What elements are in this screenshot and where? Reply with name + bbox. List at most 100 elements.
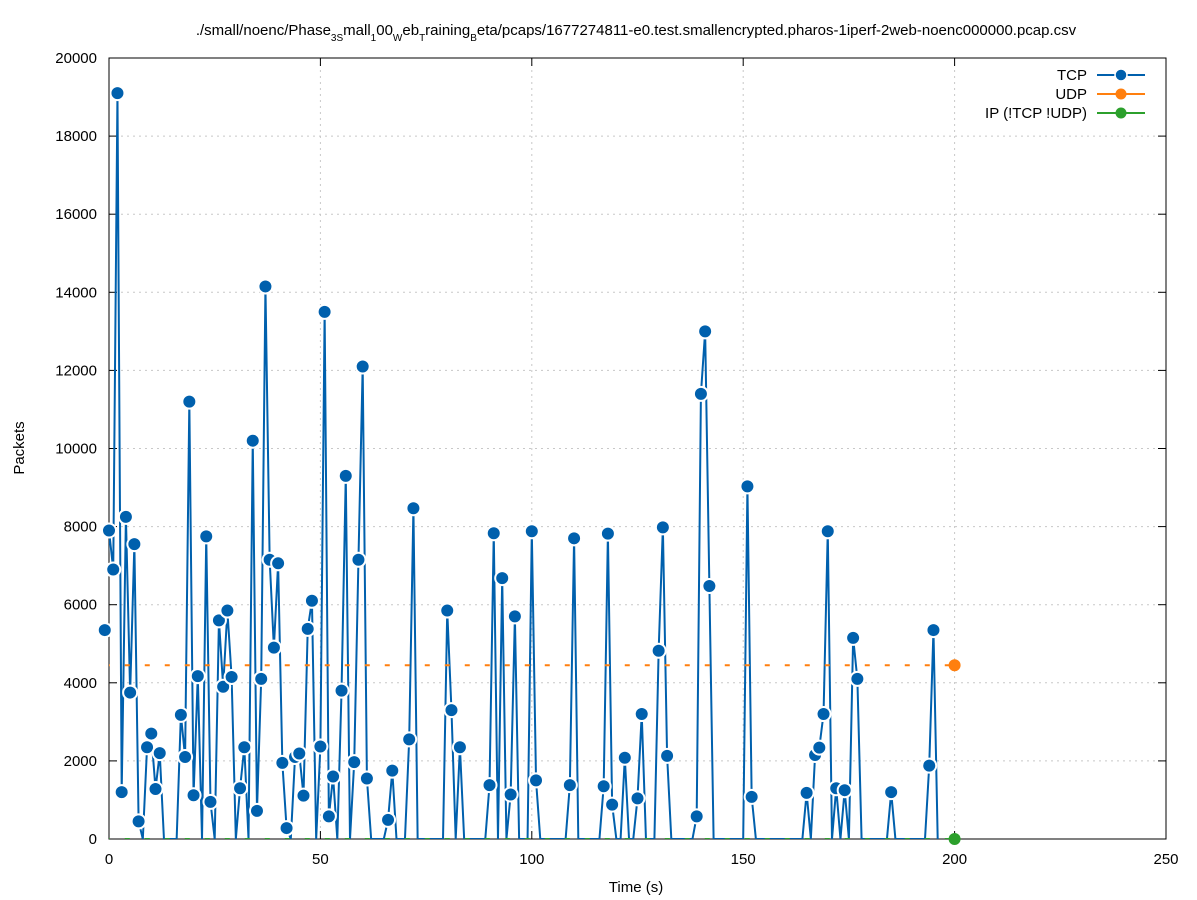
tcp-data-point [451, 739, 468, 756]
tcp-data-point [189, 668, 206, 685]
tcp-data-point [312, 738, 329, 755]
tcp-data-point [523, 523, 540, 540]
tcp-data-point [401, 731, 418, 748]
tcp-data-point [494, 570, 511, 587]
tcp-data-point [346, 754, 363, 771]
series-layer [109, 93, 955, 839]
tcp-data-point [506, 608, 523, 625]
tcp-data-point [925, 622, 942, 639]
tcp-data-point [295, 787, 312, 804]
tcp-data-point [219, 602, 236, 619]
chart-title: ./small/noenc/Phase3Small100WebTrainingB… [196, 22, 1077, 44]
tcp-data-point [253, 670, 270, 687]
tcp-data-point [303, 592, 320, 609]
tcp-data-point [819, 523, 836, 540]
tcp-data-point [316, 303, 333, 320]
tcp-data-point [599, 525, 616, 542]
tcp-data-point [849, 670, 866, 687]
y-tick-label: 2000 [64, 753, 97, 770]
tcp-data-point [113, 784, 130, 801]
tcp-data-point [126, 536, 143, 553]
tcp-data-point [566, 530, 583, 547]
tcp-data-point [380, 811, 397, 828]
tcp-data-point [701, 577, 718, 594]
tcp-data-point [561, 777, 578, 794]
legend-label: UDP [1055, 86, 1087, 103]
tcp-data-point [481, 777, 498, 794]
tcp-data-point [836, 782, 853, 799]
legend: TCP UDP IP (!TCP !UDP) [985, 67, 1145, 122]
tcp-data-point [198, 528, 215, 545]
tcp-data-point [485, 525, 502, 542]
legend-marker [1115, 107, 1127, 119]
tcp-data-point [151, 745, 168, 762]
x-tick-label: 250 [1153, 851, 1178, 868]
tcp-data-point [633, 706, 650, 723]
markers-layer [96, 85, 961, 845]
tcp-data-point [502, 786, 519, 803]
tcp-data-point [244, 432, 261, 449]
tcp-data-point [921, 757, 938, 774]
tcp-data-point [697, 323, 714, 340]
y-tick-label: 6000 [64, 597, 97, 614]
y-tick-label: 0 [89, 831, 97, 848]
tcp-data-point [223, 668, 240, 685]
x-tick-label: 150 [731, 851, 756, 868]
legend-marker [1115, 88, 1127, 100]
tcp-data-point [143, 725, 160, 742]
x-tick-label: 0 [105, 851, 113, 868]
x-axis-title: Time (s) [609, 879, 663, 896]
udp-data-point [948, 659, 961, 672]
tcp-data-point [350, 551, 367, 568]
tcp-data-point [109, 85, 126, 102]
tcp-data-point [337, 467, 354, 484]
tcp-data-point [688, 808, 705, 825]
tcp-data-point [604, 796, 621, 813]
tcp-data-point [883, 784, 900, 801]
x-tick-label: 50 [312, 851, 329, 868]
tcp-data-point [117, 508, 134, 525]
tcp-data-point [692, 385, 709, 402]
tcp-data-point [291, 745, 308, 762]
tcp-data-point [354, 358, 371, 375]
tcp-data-point [358, 770, 375, 787]
tcp-data-point [299, 620, 316, 637]
tcp-data-point [616, 749, 633, 766]
x-tick-label: 200 [942, 851, 967, 868]
tcp-data-point [659, 747, 676, 764]
tcp-data-point [105, 561, 122, 578]
tcp-data-point [185, 787, 202, 804]
x-tick-label: 100 [519, 851, 544, 868]
tcp-data-point [96, 622, 113, 639]
tcp-data-point [650, 642, 667, 659]
tcp-data-point [739, 478, 756, 495]
tcp-data-point [172, 706, 189, 723]
tcp-data-point [443, 702, 460, 719]
legend-marker [1114, 68, 1128, 82]
tcp-data-point [278, 820, 295, 837]
tcp-data-point [815, 706, 832, 723]
tcp-data-point [122, 684, 139, 701]
tcp-data-point [236, 739, 253, 756]
tcp-data-point [595, 778, 612, 795]
tcp-data-point [384, 762, 401, 779]
tcp-data-point [270, 555, 287, 572]
tcp-data-point [528, 772, 545, 789]
tcp-data-point [439, 602, 456, 619]
tcp-data-point [798, 784, 815, 801]
tcp-series-line [109, 93, 939, 839]
grid-lines [109, 58, 1166, 839]
tcp-data-point [181, 393, 198, 410]
tcp-data-point [248, 802, 265, 819]
y-tick-label: 8000 [64, 519, 97, 536]
y-tick-label: 12000 [55, 362, 97, 379]
tcp-data-point [147, 781, 164, 798]
axis-ticks: 0200040006000800010000120001400016000180… [55, 50, 1178, 868]
tcp-data-point [333, 682, 350, 699]
tcp-data-point [274, 754, 291, 771]
tcp-data-point [232, 780, 249, 797]
legend-label: IP (!TCP !UDP) [985, 105, 1087, 122]
y-tick-label: 10000 [55, 441, 97, 458]
tcp-data-point [130, 813, 147, 830]
